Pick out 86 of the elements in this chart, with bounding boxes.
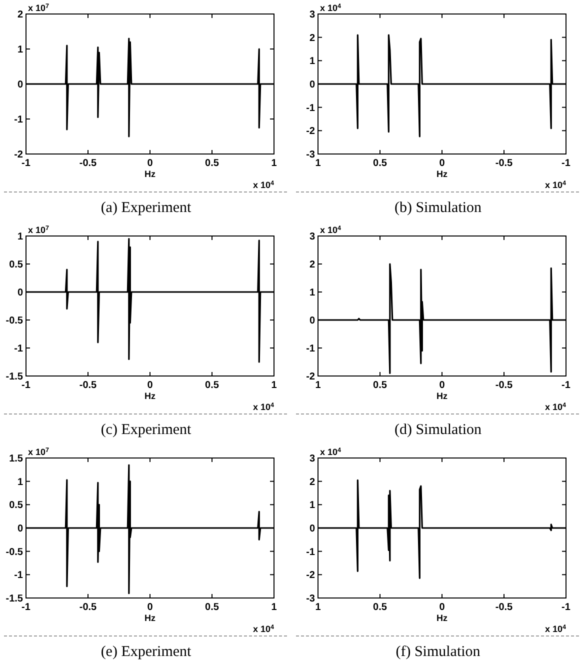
y-tick-label: 1: [309, 288, 316, 298]
y-tick-label: 1: [17, 476, 24, 488]
y-tick-label: 0: [17, 288, 24, 298]
y-tick-label: 0.5: [9, 260, 24, 270]
y-tick-label: 0: [309, 316, 316, 326]
text: (a) Experiment: [100, 200, 192, 216]
y-tick-label: -2: [14, 150, 24, 160]
x-tick-label: 0: [439, 380, 446, 391]
y-tick-label: 0.5: [9, 500, 24, 512]
x-axis-title: Hz: [144, 613, 156, 623]
y-tick-label: -1: [306, 546, 316, 558]
y-tick-label: 1: [17, 232, 24, 242]
x-tick-label: 0: [439, 602, 446, 613]
y-tick-label: 1: [309, 500, 316, 512]
y-tick-label: -2: [306, 372, 316, 382]
y-tick-label: -1: [306, 344, 316, 354]
x-axis-title: Hz: [436, 613, 448, 623]
text: (d) Simulation: [394, 422, 482, 438]
x-tick-label: -1: [562, 380, 571, 391]
y-tick-label: -0.5: [6, 546, 24, 558]
y-tick-label: -1: [14, 570, 24, 582]
y-tick-label: -1: [14, 114, 24, 126]
y-tick-label: 1.5: [9, 454, 24, 464]
y-tick-label: -1.5: [6, 372, 24, 382]
x-axis-title: Hz: [144, 169, 156, 179]
y-tick-label: 1: [309, 56, 316, 68]
y-tick-label: 2: [309, 476, 316, 488]
text: x 10$^{7}$: [28, 224, 50, 235]
x-tick-label: -0.5: [495, 380, 514, 391]
text: x 10$^{4}$: [544, 180, 566, 190]
y-tick-label: 2: [17, 10, 24, 20]
x-tick-label: 0: [147, 602, 154, 613]
x-tick-label: -0.5: [495, 158, 514, 169]
x-tick-label: -0.5: [79, 602, 98, 613]
x-tick-label: 0: [147, 158, 154, 169]
text: (c) Experiment: [100, 422, 192, 438]
y-tick-label: 3: [309, 454, 316, 464]
x-tick-label: 0: [439, 158, 446, 169]
x-axis-title: Hz: [144, 391, 156, 401]
x-tick-label: 0.5: [373, 158, 388, 169]
x-tick-label: 0.5: [373, 602, 388, 613]
text: (f) Simulation: [396, 644, 481, 660]
y-tick-label: 0: [17, 524, 24, 534]
text: (e) Experiment: [100, 644, 192, 660]
text: (b) Simulation: [394, 200, 482, 216]
y-tick-label: 0: [309, 524, 316, 534]
y-tick-label: -3: [306, 594, 316, 604]
x-tick-label: 0: [147, 380, 154, 391]
text: x 10$^{4}$: [544, 624, 566, 634]
x-axis-title: Hz: [436, 391, 448, 401]
text: x 10$^{4}$: [252, 624, 274, 634]
y-tick-label: -1.5: [6, 594, 24, 604]
text: x 10$^{4}$: [252, 402, 274, 412]
text: x 10$^{7}$: [28, 2, 50, 13]
x-tick-label: 0.5: [373, 380, 388, 391]
x-axis-title: Hz: [436, 169, 448, 179]
text: x 10$^{4}$: [320, 224, 342, 235]
y-tick-label: 1: [17, 44, 24, 56]
x-tick-label: 1: [271, 380, 278, 391]
x-tick-label: 0.5: [205, 380, 220, 391]
x-tick-label: 1: [271, 158, 278, 169]
text: x 10$^{4}$: [252, 180, 274, 190]
y-tick-label: -0.5: [6, 316, 24, 326]
y-tick-label: 2: [309, 32, 316, 44]
y-tick-label: -3: [306, 150, 316, 160]
text: x 10$^{4}$: [320, 446, 342, 457]
y-tick-label: 3: [309, 10, 316, 20]
y-tick-label: 3: [309, 232, 316, 242]
x-tick-label: 0.5: [205, 602, 220, 613]
y-tick-label: 2: [309, 260, 316, 270]
x-tick-label: -1: [562, 602, 571, 613]
y-tick-label: -2: [306, 126, 316, 138]
y-tick-label: -1: [306, 102, 316, 114]
y-tick-label: -1: [14, 344, 24, 354]
x-tick-label: -1: [562, 158, 571, 169]
y-tick-label: 0: [309, 80, 316, 90]
text: x 10$^{4}$: [544, 402, 566, 412]
x-tick-label: 1: [271, 602, 278, 613]
x-tick-label: -0.5: [79, 380, 98, 391]
y-tick-label: -2: [306, 570, 316, 582]
x-tick-label: 0.5: [205, 158, 220, 169]
x-tick-label: -0.5: [495, 602, 514, 613]
text: x 10$^{4}$: [320, 2, 342, 13]
x-tick-label: -0.5: [79, 158, 98, 169]
text: x 10$^{7}$: [28, 446, 50, 457]
y-tick-label: 0: [17, 80, 24, 90]
